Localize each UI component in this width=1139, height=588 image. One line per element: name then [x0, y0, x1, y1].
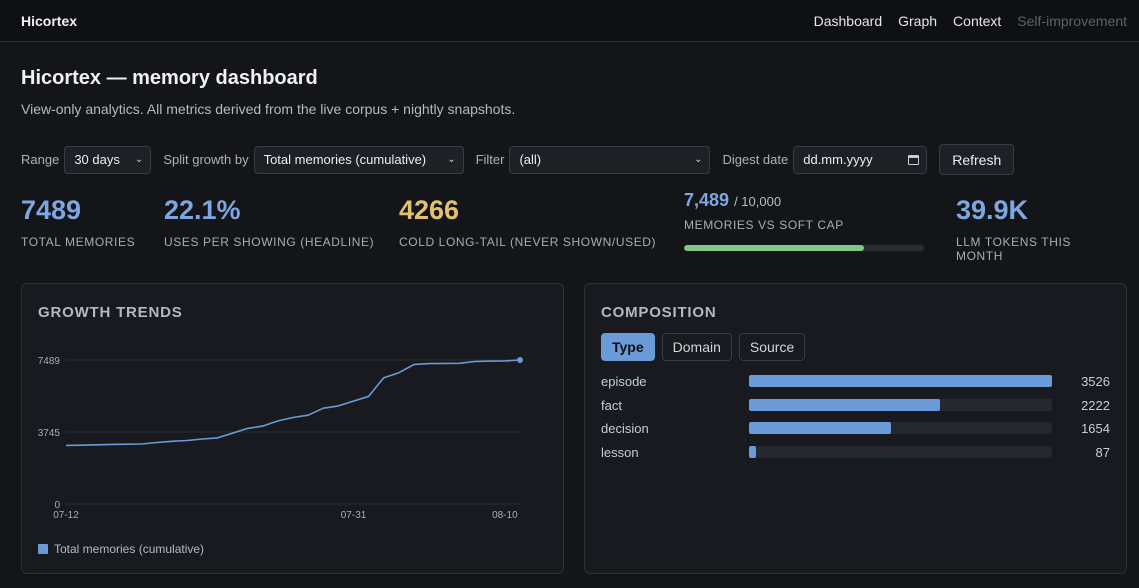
filter-select[interactable]: (all) ⌄ [509, 145, 711, 174]
kpi-value: 22.1% [164, 195, 241, 225]
composition-panel: Composition Type Domain Source episode 3… [584, 283, 1127, 574]
row-label: lesson [601, 444, 639, 460]
soft-cap-progress-bar [684, 245, 924, 251]
range-select[interactable]: 30 days ⌄ [64, 145, 152, 174]
kpi-value: 4266 [399, 195, 460, 225]
row-bar-track [749, 399, 1052, 411]
y-tick-label: 7489 [38, 356, 61, 367]
tab-type[interactable]: Type [601, 333, 655, 361]
page-title: Hicortex — memory dashboard [21, 67, 318, 89]
digest-date-placeholder: dd.mm.yyyy [803, 152, 873, 167]
kpi-row: 7489 Total memories 22.1% Uses per showi… [21, 190, 1118, 275]
row-bar-fill [749, 375, 1052, 387]
composition-row-lesson: lesson 87 [601, 444, 1110, 460]
legend-label: Total memories (cumulative) [54, 542, 205, 556]
row-bar-fill [749, 422, 892, 434]
calendar-icon[interactable] [908, 154, 920, 165]
nav-context[interactable]: Context [953, 12, 1002, 29]
row-value: 3526 [1081, 373, 1110, 389]
range-select-value: 30 days [74, 152, 120, 167]
soft-cap-progress-fill [684, 245, 864, 251]
kpi-cap-current: 7,489 [684, 190, 730, 210]
nav-dashboard[interactable]: Dashboard [813, 12, 883, 29]
series-last-point[interactable] [517, 357, 523, 363]
filter-label: Filter [475, 152, 505, 167]
refresh-button[interactable]: Refresh [939, 144, 1015, 175]
digest-date-label: Digest date [722, 152, 789, 167]
chevron-down-icon: ⌄ [134, 154, 144, 165]
x-tick-label: 07-12 [53, 510, 79, 521]
y-tick-label: 3745 [38, 428, 61, 439]
row-bar-track [749, 375, 1052, 387]
growth-trends-heading: Growth trends [38, 304, 183, 321]
split-label: Split growth by [163, 152, 249, 167]
row-bar-track [749, 422, 1052, 434]
tab-source[interactable]: Source [738, 333, 806, 361]
filter-select-value: (all) [519, 152, 542, 167]
growth-trends-panel: Growth trends 0 3745 7489 07-12 07-31 08-10 T… [21, 283, 564, 574]
composition-row-episode: episode 3526 [601, 373, 1110, 389]
row-bar-track [749, 446, 1052, 458]
kpi-total-memories: 7489 Total memories [21, 195, 135, 249]
kpi-value: 7489 [21, 195, 82, 225]
kpi-label: Total memories [21, 235, 136, 249]
controls-bar: Range 30 days ⌄ Split growth by Total me… [21, 144, 1118, 175]
kpi-cap-max: / 10,000 [734, 194, 782, 209]
row-label: fact [601, 397, 622, 413]
y-tick-label: 0 [54, 500, 60, 511]
kpi-llm-tokens: 39.9K LLM tokens this month [956, 195, 1118, 263]
row-bar-fill [749, 399, 940, 411]
kpi-label: Memories vs soft cap [684, 218, 844, 232]
chart-legend: Total memories (cumulative) [38, 542, 204, 556]
composition-heading: Composition [601, 304, 717, 321]
brand-logo[interactable]: Hicortex [21, 12, 78, 29]
kpi-cold-long-tail: 4266 Cold long-tail (never shown/used) [399, 195, 656, 249]
row-value: 1654 [1081, 420, 1110, 436]
digest-date-input[interactable]: dd.mm.yyyy [793, 145, 928, 174]
top-nav-bar: Hicortex Dashboard Graph Context Self-im… [0, 0, 1139, 42]
row-bar-fill [749, 446, 757, 458]
kpi-uses-per-showing: 22.1% Uses per showing (headline) [164, 195, 374, 249]
split-select[interactable]: Total memories (cumulative) ⌄ [253, 145, 464, 174]
x-tick-label: 07-31 [341, 510, 367, 521]
series-line-total-memories [65, 359, 521, 447]
composition-row-fact: fact 2222 [601, 397, 1110, 413]
split-select-value: Total memories (cumulative) [263, 152, 427, 167]
main-content: Hicortex — memory dashboard View-only an… [0, 67, 1139, 275]
legend-swatch [38, 544, 48, 554]
kpi-label: Uses per showing (headline) [164, 235, 375, 249]
kpi-label: Cold long-tail (never shown/used) [399, 235, 657, 249]
kpi-value: 39.9K [956, 195, 1029, 225]
row-value: 2222 [1081, 397, 1110, 413]
row-label: episode [601, 373, 647, 389]
kpi-value: 7,489 / 10,000 [684, 189, 924, 213]
kpi-label: LLM tokens this month [956, 235, 1072, 263]
nav-self-improvement[interactable]: Self-improvement [1017, 12, 1127, 29]
composition-tabs: Type Domain Source [601, 333, 806, 361]
chevron-down-icon: ⌄ [447, 154, 456, 165]
page-subtitle: View-only analytics. All metrics derived… [21, 101, 516, 117]
growth-line-chart: 0 3745 7489 07-12 07-31 08-10 [38, 356, 523, 521]
range-label: Range [21, 152, 60, 167]
tab-domain[interactable]: Domain [661, 333, 732, 361]
kpi-soft-cap: 7,489 / 10,000 Memories vs soft cap [684, 189, 924, 251]
row-label: decision [601, 420, 649, 436]
main-nav: Dashboard Graph Context Self-improvement [814, 13, 1127, 29]
nav-graph[interactable]: Graph [898, 12, 938, 29]
chevron-down-icon: ⌄ [694, 154, 703, 165]
x-tick-label: 08-10 [492, 510, 518, 521]
composition-row-decision: decision 1654 [601, 420, 1110, 436]
row-value: 87 [1095, 444, 1110, 460]
